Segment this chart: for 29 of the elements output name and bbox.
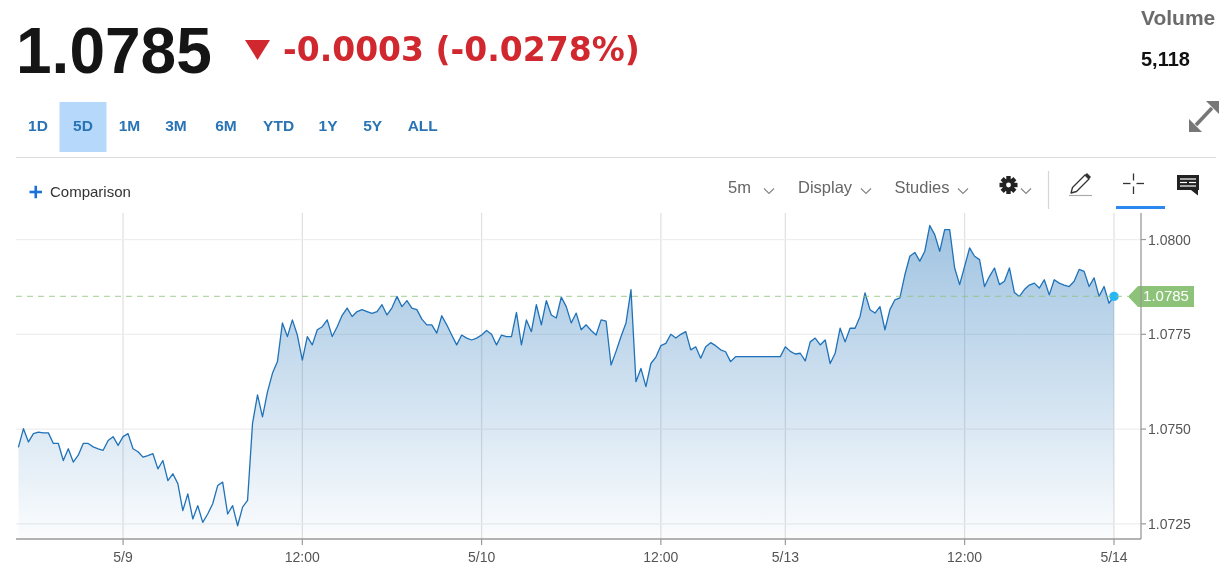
text: Studies: [894, 178, 950, 196]
text: Volume: [1141, 6, 1216, 29]
text: 1M: [118, 117, 141, 134]
text: YTD: [263, 117, 295, 134]
y-tick-label: 1.0750: [1148, 421, 1192, 438]
y-tick-label: 1.0775: [1148, 326, 1192, 343]
x-tick-label: 5/9: [113, 549, 134, 565]
chart-subtitle: -0.0003 (-0.0278%): [283, 30, 640, 69]
text: 3M: [165, 117, 187, 134]
x-tick-label: 5/10: [467, 549, 496, 565]
x-tick-label: 12:00: [947, 549, 983, 565]
x-tick-label: 12:00: [643, 549, 679, 565]
text: Comparison: [50, 183, 131, 200]
text: 6M: [215, 117, 237, 134]
x-tick-label: 5/14: [1100, 549, 1128, 565]
text: 5Y: [363, 117, 383, 134]
text: 5m: [728, 178, 751, 196]
x-tick-label: 5/13: [771, 549, 800, 565]
y-tick-label: 1.0800: [1148, 231, 1192, 248]
text: ALL: [407, 117, 438, 134]
ref-line-label: 1.0785: [1143, 287, 1189, 305]
text: 5,118: [1141, 48, 1190, 70]
text: Display: [798, 178, 853, 196]
y-tick-label: 1.0725: [1148, 515, 1192, 532]
chart-title: 1.0785: [16, 15, 212, 87]
text: 5D: [73, 117, 93, 134]
text: 1D: [28, 117, 48, 134]
x-tick-label: 12:00: [284, 549, 321, 565]
text: 1Y: [318, 117, 339, 134]
